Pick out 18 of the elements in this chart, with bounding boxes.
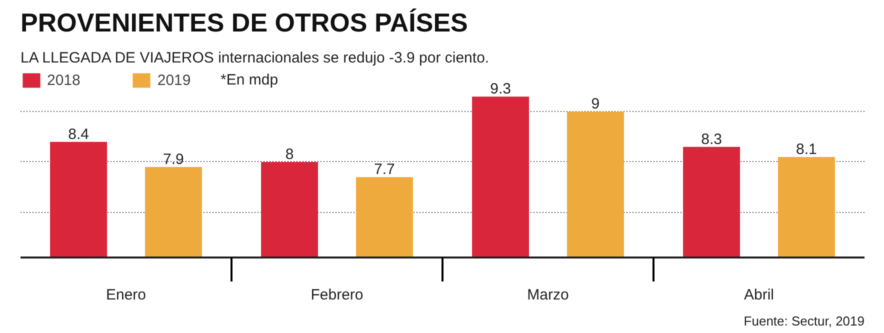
- x-tick-label: Abril: [744, 286, 774, 304]
- x-tick-label: Marzo: [527, 286, 569, 304]
- chart-subtitle: LA LLEGADA DE VIAJEROS internacionales se redujo -3.9 por ciento.: [20, 50, 490, 66]
- data-label: 8.4: [68, 126, 89, 143]
- data-label: 9.3: [490, 80, 511, 98]
- x-tick-label: Febrero: [310, 286, 364, 304]
- chart-title: PROVENIENTES DE OTROS PAÍSES: [20, 8, 468, 38]
- legend-label: 2018: [47, 72, 80, 88]
- data-label: 9: [591, 96, 600, 113]
- data-label: 7.7: [374, 161, 395, 178]
- data-label: 7.9: [163, 151, 184, 168]
- data-label: 8: [285, 146, 294, 163]
- annotation: *En mdp: [220, 72, 278, 88]
- legend-label: 2019: [157, 72, 191, 88]
- data-label: 8.1: [796, 140, 817, 158]
- x-tick-label: Enero: [106, 286, 146, 304]
- source-note: Fuente: Sectur, 2019: [744, 314, 865, 328]
- data-label: 8.3: [701, 130, 722, 148]
